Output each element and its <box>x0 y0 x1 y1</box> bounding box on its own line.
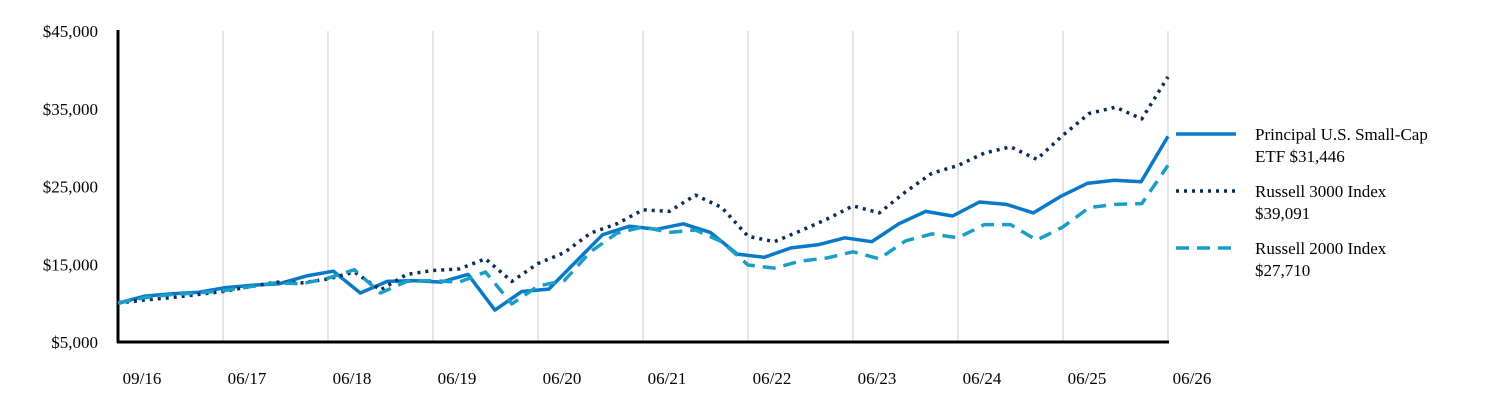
x-tick-label: 06/23 <box>858 369 897 388</box>
y-tick-label: $15,000 <box>43 255 98 274</box>
y-tick-label: $45,000 <box>43 22 98 41</box>
x-tick-label: 06/19 <box>438 369 477 388</box>
legend-label-2: $39,091 <box>1255 204 1310 223</box>
x-tick-label: 09/16 <box>123 369 162 388</box>
x-tick-label: 06/20 <box>543 369 582 388</box>
x-tick-label: 06/17 <box>228 369 267 388</box>
legend-label-3: Russell 2000 Index <box>1255 239 1387 258</box>
legend-label-3: $27,710 <box>1255 261 1310 280</box>
legend-label-1: Principal U.S. Small-Cap <box>1255 125 1428 144</box>
series-line-3 <box>117 164 1170 306</box>
y-tick-label: $35,000 <box>43 100 98 119</box>
legend-label-2: Russell 3000 Index <box>1255 182 1387 201</box>
x-tick-label: 06/21 <box>648 369 687 388</box>
series-line-1 <box>117 135 1170 312</box>
legend-label-1: ETF $31,446 <box>1255 147 1345 166</box>
y-tick-label: $5,000 <box>51 333 98 352</box>
x-tick-label: 06/18 <box>333 369 372 388</box>
x-tick-label: 06/24 <box>963 369 1002 388</box>
x-tick-label: 06/25 <box>1068 369 1107 388</box>
x-tick-label: 06/22 <box>753 369 792 388</box>
x-tick-label: 06/26 <box>1173 369 1212 388</box>
y-tick-label: $25,000 <box>43 178 98 197</box>
